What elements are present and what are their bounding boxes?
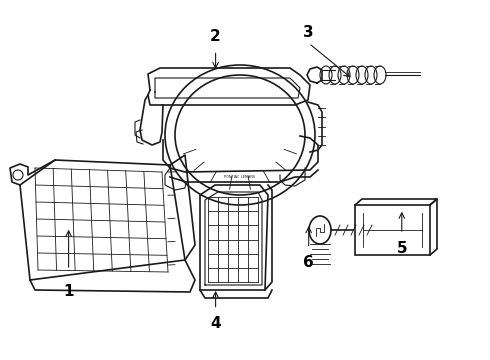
Bar <box>355 205 430 255</box>
Text: 4: 4 <box>210 316 221 332</box>
Text: 5: 5 <box>396 241 407 256</box>
Text: 1: 1 <box>63 284 74 299</box>
Text: 3: 3 <box>303 25 314 40</box>
Text: 2: 2 <box>210 28 221 44</box>
Text: PONTIAC LEMANS: PONTIAC LEMANS <box>224 175 256 179</box>
Text: 6: 6 <box>303 255 314 270</box>
